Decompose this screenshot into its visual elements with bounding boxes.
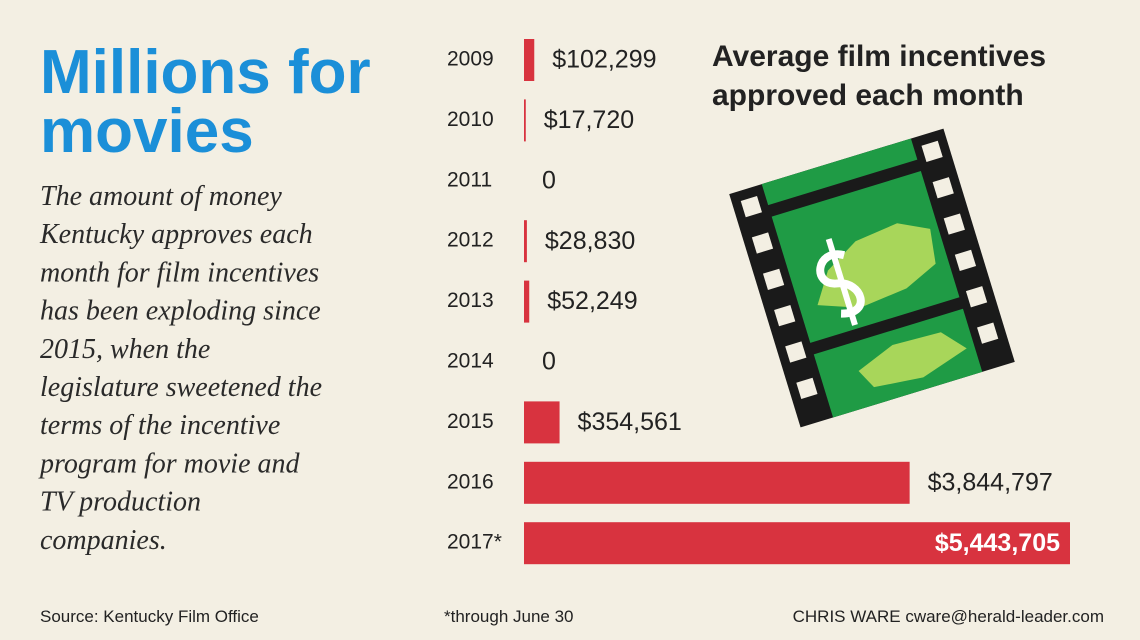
- value-label: 0: [542, 166, 556, 194]
- value-label: $52,249: [547, 287, 637, 315]
- headline: Millions for: [40, 38, 371, 107]
- description-line: program for movie and: [38, 448, 301, 479]
- description-line: TV production: [40, 487, 201, 518]
- description: The amount of money Kentucky approves eac…: [38, 181, 322, 556]
- value-label: $17,720: [544, 106, 634, 134]
- category-label: 2017*: [447, 531, 502, 554]
- category-label: 2015: [447, 410, 494, 433]
- value-label: 0: [542, 348, 556, 376]
- bar: [524, 39, 535, 81]
- credit: CHRIS WARE cware@herald-leader.com: [793, 607, 1104, 626]
- bar: [524, 99, 526, 142]
- description-line: companies.: [40, 525, 167, 556]
- film-strip-icon: [729, 128, 1015, 428]
- value-label: $28,830: [545, 227, 635, 255]
- category-label: 2016: [447, 470, 494, 493]
- value-label: $3,844,797: [928, 468, 1053, 496]
- chart-title: approved each month: [712, 79, 1024, 112]
- bar-chart: 2009 $102,299 2010 $17,720 2011 0 2012 $28,830 2…: [447, 39, 1070, 565]
- description-line: has been exploding since: [40, 296, 321, 327]
- value-label: $5,443,705: [935, 529, 1060, 557]
- chart-title: Average film incentives: [712, 40, 1046, 73]
- description-line: month for film incentives: [40, 257, 319, 288]
- category-label: 2010: [447, 108, 494, 131]
- description-line: Kentucky approves each: [39, 219, 313, 250]
- description-line: legislature sweetened the: [40, 372, 322, 403]
- description-line: terms of the incentive: [40, 410, 280, 441]
- bar: [524, 522, 1070, 565]
- bar: [524, 461, 910, 504]
- footnote: *through June 30: [444, 607, 574, 626]
- category-label: 2012: [447, 229, 494, 252]
- source: Source: Kentucky Film Office: [40, 607, 259, 626]
- value-label: $102,299: [552, 46, 656, 74]
- value-label: $354,561: [578, 408, 682, 436]
- category-label: 2013: [447, 289, 494, 312]
- description-line: 2015, when the: [40, 334, 210, 365]
- headline: movies: [40, 97, 254, 166]
- bar: [524, 401, 560, 444]
- category-label: 2014: [447, 350, 494, 373]
- bar: [524, 280, 530, 323]
- category-label: 2009: [447, 48, 494, 71]
- category-label: 2011: [447, 168, 492, 191]
- bar: [524, 220, 527, 263]
- description-line: The amount of money: [40, 181, 282, 212]
